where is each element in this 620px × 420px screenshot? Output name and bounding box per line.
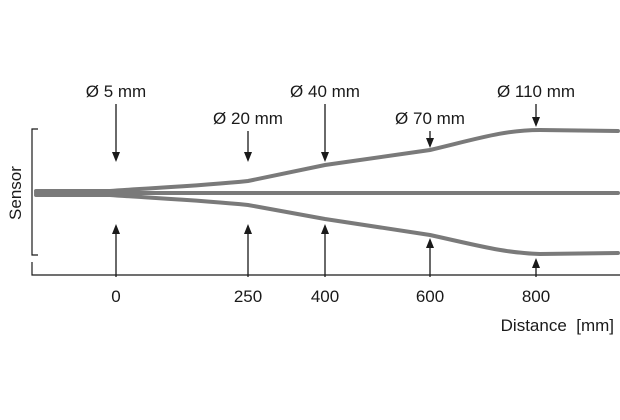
diameter-label-0: Ø 5 mm bbox=[86, 82, 146, 101]
diameter-label-600: Ø 70 mm bbox=[395, 109, 465, 128]
distance-label-250: 250 bbox=[234, 287, 262, 306]
arrowhead-up-250 bbox=[244, 224, 252, 234]
beam-upper-edge bbox=[34, 127, 620, 193]
distance-label-800: 800 bbox=[522, 287, 550, 306]
beam-lower-edge bbox=[34, 193, 620, 257]
distance-label-600: 600 bbox=[416, 287, 444, 306]
arrowhead-up-800 bbox=[532, 258, 540, 268]
arrowhead-down-800 bbox=[532, 117, 540, 127]
sensor-bracket bbox=[31, 128, 38, 256]
arrowhead-down-0 bbox=[112, 152, 120, 162]
arrowhead-up-600 bbox=[426, 238, 434, 248]
arrowhead-up-400 bbox=[321, 224, 329, 234]
sensor-label: Sensor bbox=[6, 166, 25, 220]
distance-label-0: 0 bbox=[111, 287, 120, 306]
distance-axis bbox=[31, 262, 620, 276]
arrowhead-up-0 bbox=[112, 224, 120, 234]
arrowhead-down-600 bbox=[426, 138, 434, 148]
distance-label-400: 400 bbox=[311, 287, 339, 306]
diameter-label-250: Ø 20 mm bbox=[213, 109, 283, 128]
arrowhead-down-400 bbox=[321, 152, 329, 162]
arrowhead-down-250 bbox=[244, 152, 252, 162]
axis-title: Distance [mm] bbox=[501, 316, 614, 335]
diameter-label-800: Ø 110 mm bbox=[497, 82, 575, 101]
diameter-label-400: Ø 40 mm bbox=[290, 82, 360, 101]
